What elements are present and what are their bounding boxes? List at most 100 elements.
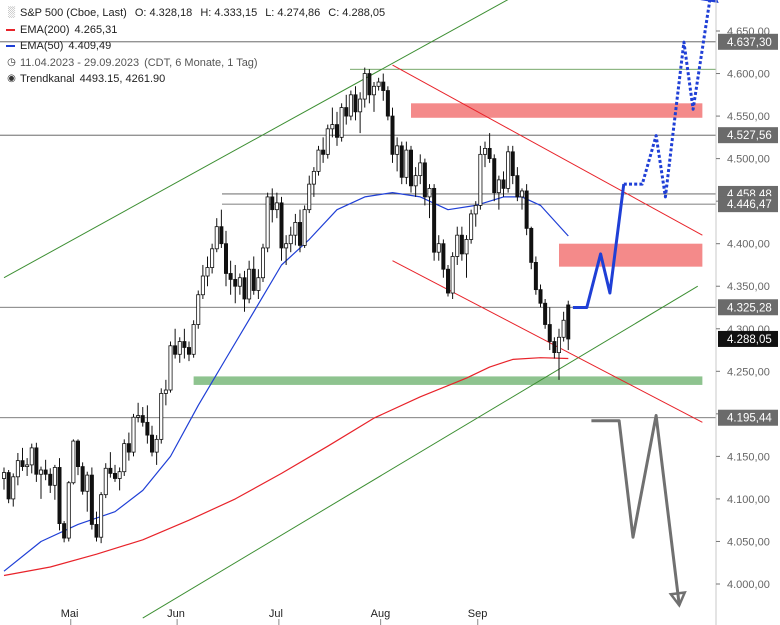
candle-body [455, 234, 460, 257]
candle [288, 226, 293, 253]
price-tag-label: 4.637,30 [727, 37, 772, 49]
candle-body [94, 524, 99, 538]
candle [34, 442, 39, 482]
legend-ema200-row: EMA(200) 4.265,31 [6, 22, 385, 39]
candle-body [501, 179, 506, 189]
candle [89, 467, 94, 530]
x-tick-label: Aug [371, 608, 391, 620]
ohlc-low: L: 4.274,86 [265, 7, 321, 19]
price-tag-label: 4.195,44 [727, 413, 772, 425]
price-tag-label: 4.446,47 [727, 199, 772, 211]
legend-trendchannel-row: ◉ Trendkanal 4493.15, 4261.90 [6, 71, 385, 88]
candle-body [260, 247, 265, 279]
candle [20, 447, 25, 471]
candle-body [293, 222, 298, 236]
candle [399, 141, 404, 185]
candle-body [381, 81, 386, 91]
candle-body [145, 421, 150, 436]
candle-body [196, 294, 201, 325]
candle-body [561, 319, 566, 338]
ema200-line [3, 357, 569, 577]
candle-body [242, 277, 247, 300]
y-tick-label: 4.550,00 [727, 111, 770, 123]
candle [66, 481, 71, 542]
y-tick-label: 4.250,00 [727, 366, 770, 378]
price-tag-bg [718, 330, 778, 347]
candle [228, 260, 233, 295]
candle-body [66, 482, 71, 539]
candle [196, 290, 201, 329]
candle-body [348, 94, 353, 117]
candle [29, 443, 34, 474]
candle-body [214, 226, 219, 250]
candle-body [408, 149, 413, 187]
candle [284, 235, 289, 265]
candle [510, 145, 515, 185]
candle [25, 458, 30, 476]
candle-body [367, 73, 372, 96]
candle-body [478, 153, 483, 206]
candle [455, 226, 460, 265]
candle [302, 205, 307, 248]
red-channel-lower [392, 260, 703, 423]
candle-body [20, 460, 25, 467]
candle-body [344, 107, 349, 117]
candle [330, 107, 335, 138]
price-tag-label: 4.325,28 [727, 302, 772, 314]
candle-body [307, 183, 312, 211]
candle [52, 464, 57, 500]
candle [136, 402, 141, 423]
candle [117, 467, 122, 491]
x-tick-label: Mai [61, 608, 79, 620]
candle [265, 192, 270, 253]
candle [108, 452, 113, 478]
candle [62, 521, 67, 543]
candle-body [200, 275, 205, 296]
projections [572, 0, 719, 608]
candle-body [464, 239, 469, 255]
candle [482, 141, 487, 168]
y-tick-label: 4.000,00 [727, 579, 770, 591]
candle [233, 264, 238, 304]
candle [260, 243, 265, 282]
candle [418, 154, 423, 185]
candle [223, 230, 228, 287]
candle [543, 298, 548, 329]
candle-body [371, 85, 376, 96]
candle-body [122, 443, 127, 473]
green-channel-lower [142, 285, 699, 619]
candle-body [62, 523, 67, 539]
candle-body [159, 393, 164, 440]
target-icon: ◉ [7, 73, 16, 84]
candle [173, 328, 178, 359]
price-tag-bg [718, 196, 778, 213]
candle [205, 256, 210, 287]
price-tag-bg [718, 127, 778, 144]
price-tag: 4.637,30 [718, 33, 778, 50]
candle-body [459, 234, 464, 255]
projection-arrow-1 [700, 0, 719, 3]
zone-2 [193, 376, 703, 385]
candle [566, 300, 571, 351]
candle [154, 435, 159, 465]
candle-body [186, 347, 191, 355]
price-tags: 4.637,304.527,564.458,484.446,474.325,28… [718, 33, 778, 426]
horizontal-lines [0, 41, 716, 419]
candle [547, 307, 552, 351]
candle-body [52, 467, 57, 486]
candle [242, 270, 247, 312]
candle-body [538, 289, 543, 304]
trend-channels [3, 0, 703, 619]
candle-body [274, 202, 279, 211]
y-tick-label: 4.350,00 [727, 281, 770, 293]
candle [311, 167, 316, 197]
candle [496, 175, 501, 210]
candle-body [395, 145, 400, 155]
candle-body [413, 175, 418, 187]
x-tick-label: Jul [269, 608, 283, 620]
candle-body [29, 447, 34, 466]
projection-2 [591, 414, 681, 606]
candle-body [566, 304, 571, 340]
y-tick-label: 4.500,00 [727, 154, 770, 166]
